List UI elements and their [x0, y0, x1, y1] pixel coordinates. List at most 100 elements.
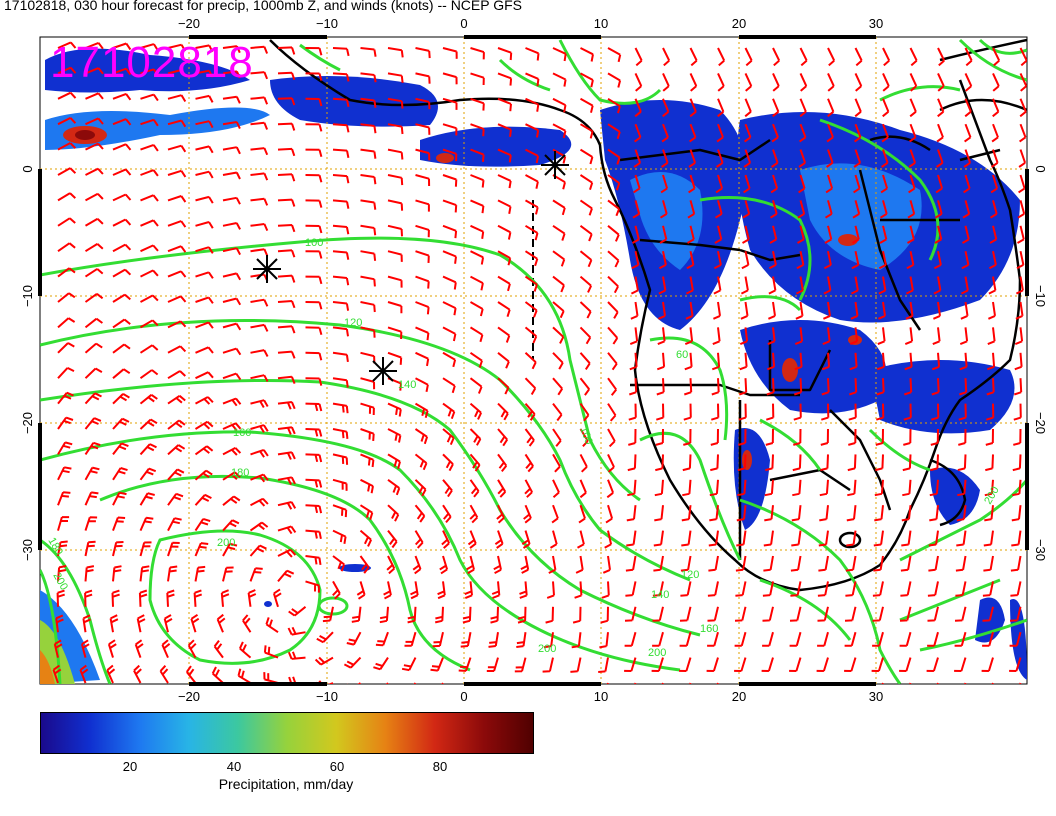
- wind-barb: [825, 174, 834, 194]
- wind-barb: [139, 443, 157, 456]
- wind-barb: [849, 327, 859, 346]
- wind-barb: [167, 444, 186, 456]
- wind-barb: [332, 555, 346, 572]
- wind-barb: [936, 149, 944, 168]
- wind-barb: [167, 517, 182, 532]
- wind-barb: [964, 72, 973, 92]
- wind-barb: [442, 224, 458, 239]
- wind-barb: [277, 249, 296, 258]
- x-tick-top: 30: [869, 16, 883, 31]
- wind-barb: [139, 565, 150, 582]
- wind-barb: [607, 123, 621, 140]
- wind-barb: [853, 174, 861, 194]
- x-tick-bottom: 0: [460, 689, 467, 704]
- wind-barb: [552, 275, 565, 293]
- precipitation-colorbar: [40, 712, 534, 754]
- wind-barb: [497, 352, 510, 369]
- wind-barb: [222, 397, 242, 407]
- wind-barb: [761, 657, 774, 672]
- wind-barb: [387, 123, 404, 135]
- wind-barb: [792, 479, 802, 497]
- wind-barb: [901, 505, 912, 522]
- left-axis: 0 −10 −20 −30: [20, 165, 35, 561]
- wind-barb: [899, 631, 912, 647]
- contour-labels: 100 120 140 160 180 200 60 100 120 140 1…: [45, 237, 1001, 659]
- wind-barb: [880, 174, 889, 194]
- wind-barb: [194, 420, 214, 430]
- wind-barb: [764, 505, 774, 522]
- wind-barb: [679, 631, 692, 647]
- wind-barb: [430, 657, 444, 672]
- wind-barb: [772, 47, 781, 67]
- wind-barb: [930, 428, 939, 446]
- wind-barb: [680, 555, 692, 572]
- wind-barb: [250, 45, 269, 54]
- wind-barb: [983, 555, 994, 572]
- wind-barb: [277, 350, 296, 359]
- wind-barb: [305, 199, 323, 208]
- precip-patch: [930, 467, 980, 525]
- wind-barb: [854, 123, 862, 143]
- wind-barb: [332, 453, 349, 465]
- wind-barb: [57, 192, 76, 202]
- wind-barb: [931, 403, 940, 421]
- contour-label: 200: [648, 647, 666, 659]
- wind-barb: [497, 47, 513, 61]
- wind-barb: [195, 69, 214, 78]
- wind-barb: [387, 428, 402, 443]
- wind-barb: [604, 530, 613, 549]
- wind-barb: [112, 491, 127, 506]
- wind-barb: [929, 479, 939, 497]
- wind-barb: [713, 250, 722, 270]
- wind-barb: [360, 301, 376, 313]
- wind-barb: [57, 217, 76, 227]
- wind-barb: [112, 168, 132, 176]
- wind-barb: [872, 606, 884, 622]
- wind-barb: [853, 149, 862, 168]
- wind-barb: [992, 98, 1000, 118]
- wind-barb: [250, 473, 269, 483]
- wind-barb: [305, 275, 323, 285]
- wind-barb: [194, 517, 211, 532]
- wind-barb: [194, 469, 213, 481]
- wind-barb: [79, 664, 89, 684]
- wind-barb: [163, 614, 173, 633]
- wind-barb: [799, 72, 808, 92]
- wind-barb: [909, 47, 918, 67]
- wind-barb: [414, 479, 427, 497]
- contour-label: 180: [231, 467, 249, 479]
- wind-barb: [250, 424, 269, 433]
- wind-barb: [687, 200, 696, 219]
- wind-barb: [497, 250, 512, 266]
- wind-barb: [140, 143, 159, 152]
- contour-label: 60: [676, 349, 688, 361]
- wind-barb: [1013, 378, 1023, 396]
- wind-barb: [738, 428, 747, 446]
- wind-barb: [265, 617, 279, 634]
- wind-barb: [936, 123, 944, 143]
- wind-barb: [706, 657, 719, 672]
- wind-barb: [766, 403, 775, 421]
- wind-barb: [579, 428, 589, 447]
- wind-barb: [981, 657, 994, 672]
- wind-barb: [332, 275, 350, 286]
- coastline: [269, 38, 1027, 592]
- wind-barb: [744, 47, 753, 67]
- wind-barb: [1009, 631, 1022, 647]
- wind-barb: [548, 555, 557, 574]
- wind-barb: [167, 565, 178, 582]
- wind-barb: [250, 248, 269, 257]
- wind-barb: [250, 323, 269, 332]
- wind-barb: [437, 581, 446, 600]
- wind-barb: [899, 657, 912, 672]
- colorbar-tick: 40: [226, 759, 242, 774]
- wind-barb: [710, 454, 719, 472]
- wind-barb: [959, 327, 969, 346]
- wind-barb: [190, 613, 200, 633]
- wind-barb: [771, 123, 779, 143]
- wind-barb: [387, 478, 401, 496]
- wind-barb: [763, 530, 774, 547]
- wind-barb: [277, 451, 296, 460]
- wind-barb: [185, 665, 197, 684]
